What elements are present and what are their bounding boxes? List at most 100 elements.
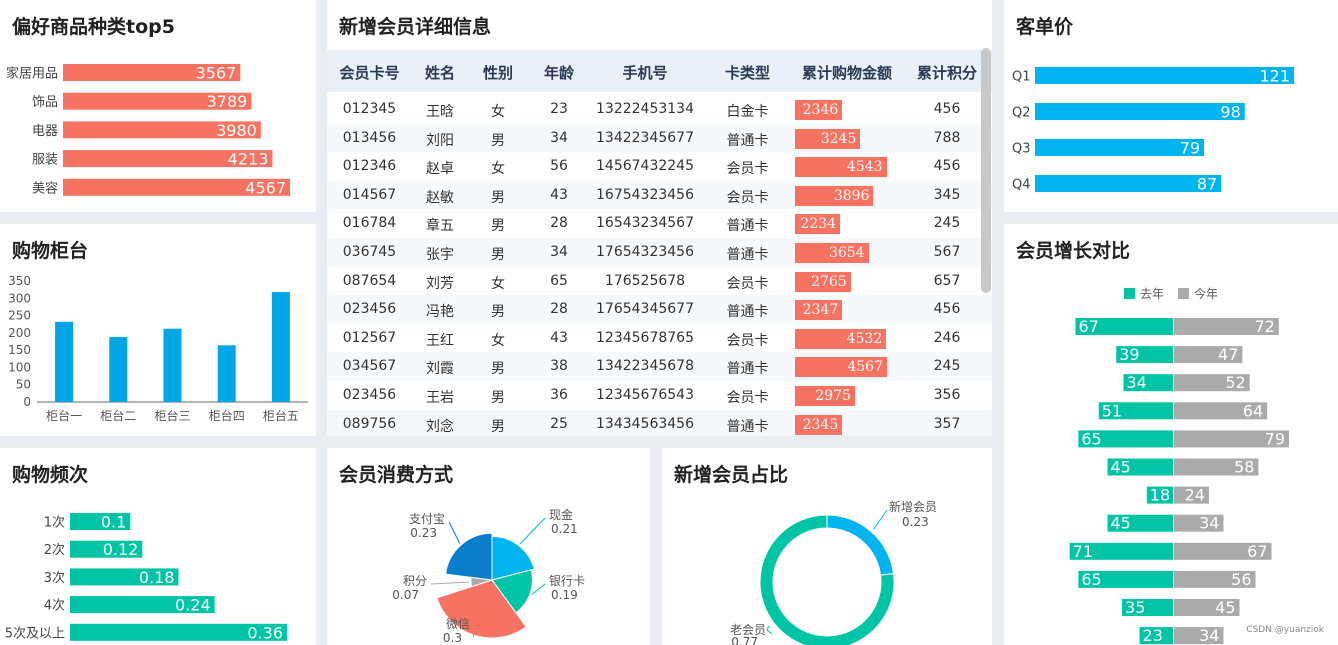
slice-name-label: 新增会员 bbox=[889, 499, 937, 514]
bar-value-label: 52 bbox=[1225, 373, 1245, 392]
cell-points: 345 bbox=[933, 186, 961, 203]
bar-value-label: 56 bbox=[1231, 570, 1251, 589]
bar bbox=[1035, 103, 1245, 120]
bar-value-label: 34 bbox=[1199, 626, 1219, 645]
pie-slice bbox=[491, 569, 533, 614]
freq-chart: 1次 0.1 2次 0.12 3次 0.18 4次 0.24 5次及以上 0.36 bbox=[5, 513, 287, 642]
table-row[interactable]: 087654 刘芳 女 65 176525678 会员卡 2765 657 bbox=[327, 267, 992, 296]
bar-value-label: 58 bbox=[1234, 458, 1254, 477]
table-scrollbar[interactable] bbox=[981, 48, 991, 293]
x-tick-label: 柜台三 bbox=[154, 408, 190, 423]
cell-points: 245 bbox=[933, 215, 961, 232]
freq-panel: 购物频次 1次 0.1 2次 0.12 3次 0.18 4次 0.24 5次及以上 0.36 bbox=[0, 448, 316, 645]
table-row[interactable]: 013456 刘阳 男 34 13422345677 普通卡 3245 788 bbox=[327, 123, 992, 153]
bar-value-label: 72 bbox=[1254, 317, 1274, 336]
bar-last-year bbox=[1146, 486, 1173, 504]
bar bbox=[70, 513, 131, 530]
bar-value-label: 79 bbox=[1180, 139, 1200, 158]
cell-id: 013456 bbox=[342, 129, 397, 146]
bar-value-label: 0.1 bbox=[101, 513, 126, 532]
leader-line bbox=[872, 509, 888, 530]
bar-this-year bbox=[1174, 570, 1256, 588]
bar-value-label: 45 bbox=[1110, 458, 1130, 477]
bar-value-label: 0.36 bbox=[247, 623, 283, 642]
bar-value-label: 67 bbox=[1247, 542, 1267, 561]
cell-name: 刘芳 bbox=[426, 275, 454, 292]
table-row[interactable]: 012346 赵卓 女 56 14567432245 会员卡 4543 456 bbox=[327, 152, 992, 181]
slice-value-label: 0.77 bbox=[731, 635, 758, 645]
aov-panel: 客单价 Q1 121 Q2 98 Q3 79 Q4 87 bbox=[1004, 0, 1338, 212]
bar-last-year bbox=[1075, 318, 1173, 335]
slice-name-label: 积分 bbox=[403, 574, 427, 588]
bar bbox=[63, 121, 261, 139]
table-row[interactable]: 023456 王岩 男 36 12345676543 会员卡 2975 356 bbox=[327, 381, 992, 410]
bar-this-year bbox=[1174, 374, 1250, 392]
counter-title: 购物柜台 bbox=[12, 240, 89, 262]
payment-panel: 会员消费方式 现金 0.21 银行卡 0.19 微信 0.3 积分 0.07 支付宝 0.23 bbox=[327, 448, 650, 645]
table-row[interactable]: 014567 赵敏 男 43 16754323456 会员卡 3896 345 bbox=[327, 180, 992, 210]
header-points: 累计积分 bbox=[916, 64, 977, 82]
amount-bar: 2345 bbox=[795, 414, 843, 435]
cell-card: 普通卡 bbox=[726, 218, 769, 235]
cell-id: 012567 bbox=[342, 329, 397, 346]
cell-sex: 男 bbox=[491, 189, 505, 206]
legend-label: 去年 bbox=[1140, 287, 1164, 301]
amount-bar: 2347 bbox=[795, 300, 843, 321]
x-tick-label: 柜台二 bbox=[100, 408, 136, 423]
cell-points: 657 bbox=[933, 272, 961, 289]
y-tick-label: 250 bbox=[8, 309, 31, 323]
bar-value-label: 23 bbox=[1143, 626, 1163, 645]
cell-card: 普通卡 bbox=[726, 304, 769, 321]
bar bbox=[63, 64, 241, 81]
header-amount: 累计购物金额 bbox=[801, 64, 892, 82]
cell-sex: 男 bbox=[491, 132, 505, 149]
header-sex: 性别 bbox=[482, 64, 513, 82]
category-label: 1次 bbox=[44, 515, 65, 531]
cell-sex: 女 bbox=[491, 161, 505, 178]
bar-this-year bbox=[1174, 627, 1224, 645]
category-label: 电器 bbox=[32, 124, 58, 139]
bar-value-label: 34 bbox=[1127, 373, 1147, 392]
bar-this-year bbox=[1174, 486, 1209, 504]
table-row[interactable]: 089756 刘念 男 25 13434563456 普通卡 2345 357 bbox=[327, 409, 992, 436]
pie-slice bbox=[491, 535, 535, 581]
y-tick-label: 50 bbox=[16, 378, 31, 392]
bar bbox=[1035, 175, 1222, 192]
table-row[interactable]: 012567 王红 女 43 12345678765 会员卡 4532 246 bbox=[327, 324, 992, 353]
table-row[interactable]: 036745 张宇 男 34 17654323456 普通卡 3654 567 bbox=[327, 238, 992, 267]
bar bbox=[70, 596, 215, 614]
amount-bar: 3654 bbox=[795, 243, 869, 263]
bar-value-label: 0.24 bbox=[175, 596, 211, 615]
table-row[interactable]: 012345 王晗 女 23 13222453134 白金卡 2346 456 bbox=[327, 95, 992, 124]
cell-sex: 男 bbox=[491, 418, 505, 435]
cell-id: 012346 bbox=[342, 158, 397, 175]
slice-value-label: 0.23 bbox=[902, 515, 929, 529]
table-row[interactable]: 023456 冯艳 男 28 17654345677 普通卡 2347 456 bbox=[327, 295, 992, 324]
bar bbox=[217, 345, 236, 402]
cell-phone: 176525678 bbox=[604, 272, 686, 289]
counter-chart: 0 50 100 150 200 250 300 350 柜台一 柜台二 柜台三 柜台四 柜台五 bbox=[8, 274, 308, 423]
aov-title: 客单价 bbox=[1016, 16, 1074, 38]
table-row[interactable]: 016784 章五 男 28 16543234567 普通卡 2234 245 bbox=[327, 209, 992, 238]
category-label: Q1 bbox=[1012, 70, 1031, 85]
amount-bar: 4543 bbox=[795, 157, 887, 178]
bar-last-year bbox=[1069, 542, 1173, 560]
cell-points: 567 bbox=[933, 244, 961, 260]
bar-this-year bbox=[1174, 430, 1289, 448]
x-tick-label: 柜台一 bbox=[46, 408, 82, 423]
table-row[interactable]: 034567 刘霞 男 38 13422345678 普通卡 4567 245 bbox=[327, 352, 992, 381]
cell-name: 王晗 bbox=[426, 104, 454, 120]
cell-phone: 17654323456 bbox=[596, 244, 694, 260]
bar-this-year bbox=[1174, 458, 1259, 476]
cell-age: 34 bbox=[550, 244, 568, 260]
cell-id: 089756 bbox=[342, 415, 397, 432]
cell-card: 会员卡 bbox=[726, 332, 769, 349]
cell-age: 28 bbox=[550, 215, 568, 232]
y-tick-label: 150 bbox=[8, 343, 31, 357]
amount-bar: 2234 bbox=[795, 214, 840, 235]
freq-title: 购物频次 bbox=[12, 464, 89, 486]
table-body[interactable]: 012345 王晗女 23 13222453134 白金卡 2346 456 013456 刘阳… bbox=[327, 95, 992, 436]
cell-age: 65 bbox=[550, 272, 568, 289]
cell-points: 456 bbox=[933, 158, 961, 175]
cell-card: 会员卡 bbox=[726, 390, 769, 406]
